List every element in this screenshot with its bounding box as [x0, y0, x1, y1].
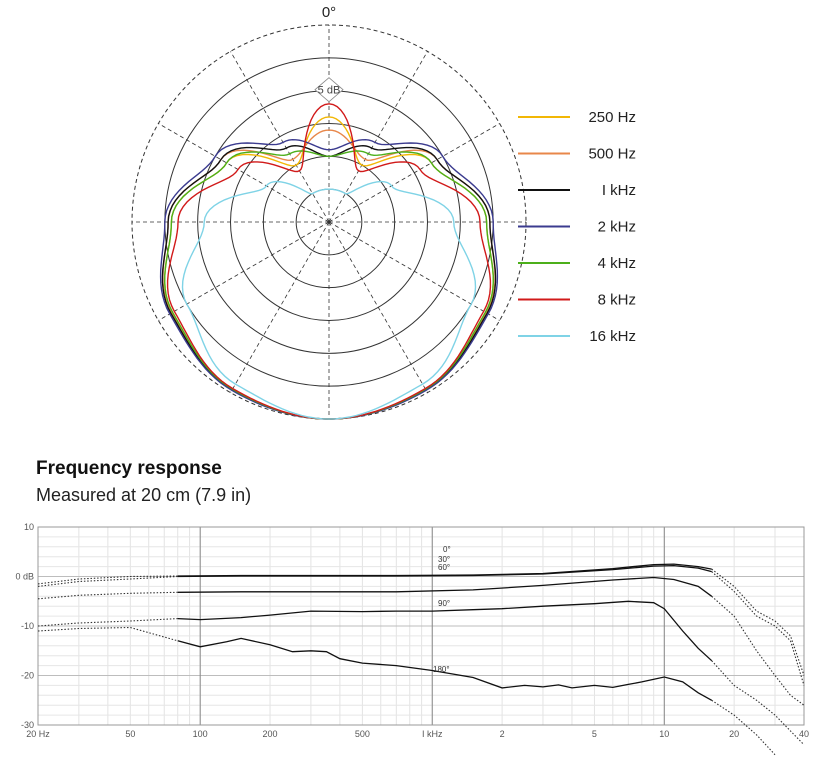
x-tick-label: I kHz — [422, 729, 443, 739]
series-label: 60° — [438, 563, 450, 572]
polar-angle-label: 0° — [322, 4, 336, 21]
series-curve-dotted — [711, 571, 805, 686]
polar-radial-label-box — [314, 77, 344, 103]
polar-radial-label: 5 dB — [318, 85, 341, 97]
legend-label: 250 Hz — [588, 109, 636, 126]
polar-spoke — [328, 221, 500, 321]
frequency-response-chart: 20 Hz 50 100 200 500 I kHz 2 5 10 20 40 10 0 dB -10 -2… — [15, 522, 809, 756]
legend-label: I kHz — [602, 182, 636, 199]
polar-spoke — [230, 51, 330, 223]
x-tick-label: 200 — [263, 729, 278, 739]
x-tick-label: 20 Hz — [26, 729, 50, 739]
series-label: 30° — [438, 555, 450, 564]
y-tick-label: -10 — [21, 621, 34, 631]
x-tick-label: 10 — [659, 729, 669, 739]
x-tick-label: 50 — [125, 729, 135, 739]
series-curve-dotted — [37, 626, 178, 642]
x-tick-label: 500 — [355, 729, 370, 739]
frequency-response-title: Frequency response — [36, 458, 222, 479]
polar-pattern-chart: 0° 5 dB 250 Hz 500 Hz I kHz 2 kHz 4 kHz 8 kHz 16… — [131, 4, 636, 420]
legend-label: 2 kHz — [598, 219, 636, 236]
legend-label: 16 kHz — [589, 328, 636, 345]
polar-spoke — [328, 221, 428, 393]
series-label: 90° — [438, 599, 450, 608]
y-tick-label: 10 — [24, 522, 34, 532]
series-curve — [177, 564, 712, 578]
series-curve-dotted — [711, 660, 805, 746]
polar-spoke — [230, 221, 330, 393]
polar-series-curve — [181, 180, 477, 420]
series-curve-dotted — [37, 575, 178, 587]
x-tick-label: 100 — [193, 729, 208, 739]
series-curve — [177, 600, 713, 662]
series-curve-dotted — [711, 699, 776, 756]
legend-label: 8 kHz — [598, 292, 636, 309]
y-tick-label: 0 dB — [15, 572, 34, 582]
x-tick-label: 5 — [592, 729, 597, 739]
series-curve-dotted — [711, 568, 805, 676]
series-curve-dotted — [37, 618, 178, 627]
x-tick-label: 40 — [799, 729, 809, 739]
polar-spoke — [328, 51, 428, 223]
legend-label: 500 Hz — [588, 146, 636, 163]
series-label: 0° — [443, 545, 451, 554]
y-tick-label: -30 — [21, 720, 34, 730]
series-curve-dotted — [37, 591, 178, 600]
series-curve — [177, 576, 713, 597]
series-curve-dotted — [711, 595, 805, 706]
polar-spoke — [158, 123, 330, 223]
legend-label: 4 kHz — [598, 255, 636, 272]
x-tick-label: 2 — [500, 729, 505, 739]
y-tick-label: -20 — [21, 671, 34, 681]
frequency-response-subtitle: Measured at 20 cm (7.9 in) — [36, 485, 252, 505]
polar-spoke — [328, 123, 500, 223]
series-curve — [177, 637, 713, 701]
series-label: 180° — [433, 665, 450, 674]
polar-spoke — [158, 221, 330, 321]
x-tick-label: 20 — [729, 729, 739, 739]
series-curve-dotted — [37, 575, 178, 585]
